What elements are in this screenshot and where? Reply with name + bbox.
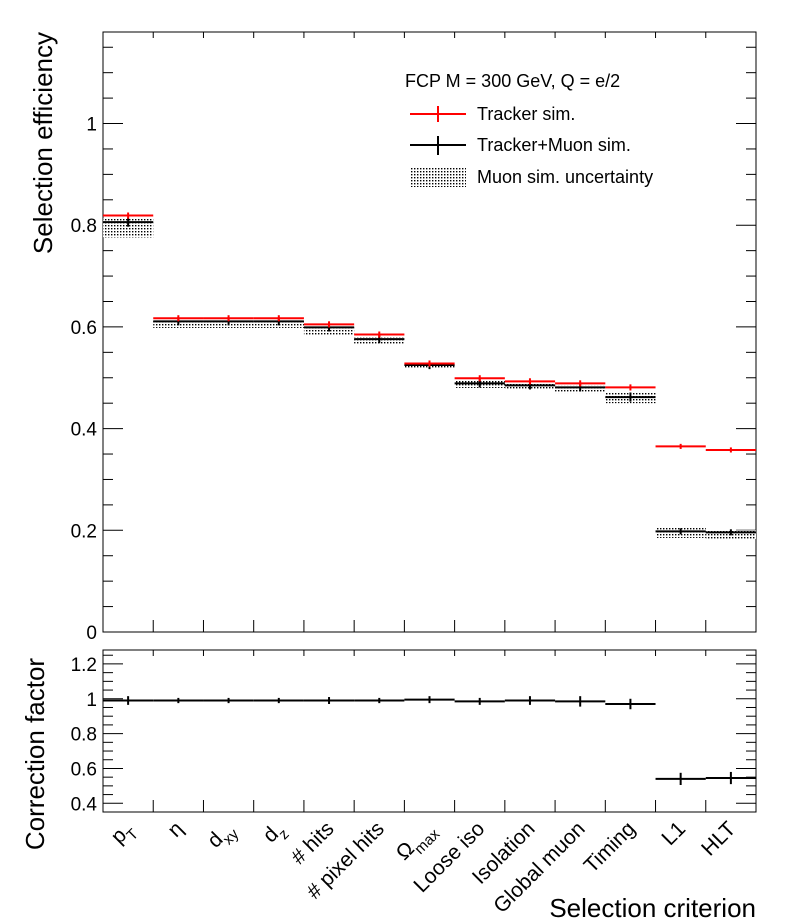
x-tick-label: Timing [580,817,640,877]
x-tick-label: HLT [697,817,740,860]
legend: FCP M = 300 GeV, Q = e/2 Tracker sim. Tr… [405,71,653,187]
legend-entry-tracker: Tracker sim. [477,104,575,124]
legend-header: FCP M = 300 GeV, Q = e/2 [405,71,620,91]
y-tick-label: 0.4 [71,794,98,815]
x-tick-label: pT [107,817,142,852]
y-tick-label: 0 [86,623,97,644]
uncertainty-band [103,218,154,238]
y-tick-label: 0.4 [71,420,98,441]
y-tick-label: 0.8 [71,216,97,237]
ratio-y-axis-title: Correction factor [20,658,50,851]
y-tick-label: 1 [86,690,97,711]
legend-entry-uncertainty: Muon sim. uncertainty [477,167,653,187]
y-tick-label: 1 [86,115,97,136]
main-panel: 0 0.2 0.4 0.6 0.8 1 [71,31,757,644]
x-tick-label: dxy [203,817,243,857]
legend-marker-uncertainty [410,167,466,187]
x-tick-label: L1 [657,817,690,850]
ratio-panel: 0.40.60.811.2pT η dxy dz# hits# pixel hits Ω… [71,649,757,918]
y-tick-label: 1.2 [71,655,97,676]
y-tick-label: 0.6 [71,318,97,339]
x-tick-label: η [163,817,188,842]
x-tick-label: dz [259,817,293,851]
y-axis-title: Selection efficiency [28,32,58,254]
y-tick-label: 0.8 [71,725,97,746]
y-tick-label: 0.6 [71,759,97,780]
legend-entry-tracker-muon: Tracker+Muon sim. [477,135,631,155]
x-axis-title: Selection criterion [549,893,756,922]
plot-frame [102,649,757,813]
plot-frame [102,31,757,633]
y-tick-label: 0.2 [71,521,97,542]
